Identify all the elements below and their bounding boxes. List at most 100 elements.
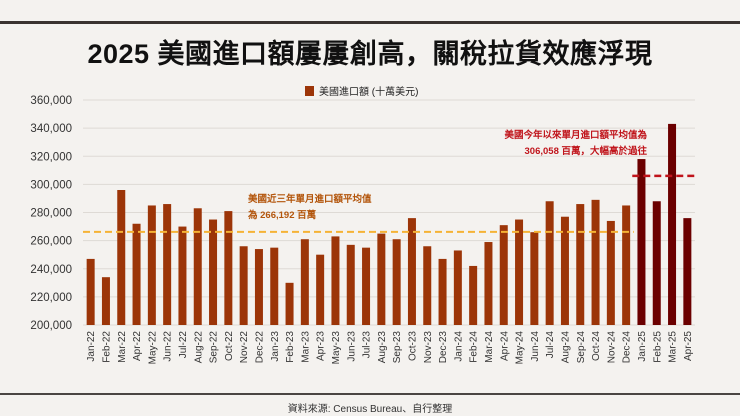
x-tick-label: Jun-24 <box>530 331 541 362</box>
bar-Dec-23 <box>438 258 447 325</box>
bar-Jan-24 <box>453 250 462 325</box>
x-tick-label: Nov-23 <box>423 331 434 364</box>
bar-Dec-24 <box>622 205 631 325</box>
x-tick-label: Oct-23 <box>407 331 418 361</box>
bar-Jun-23 <box>346 244 355 325</box>
x-tick-label: Feb-22 <box>101 331 112 363</box>
x-tick-label: Jul-23 <box>362 331 373 359</box>
x-tick-label: Apr-23 <box>316 331 327 361</box>
bar-Apr-24 <box>499 225 508 325</box>
x-tick-label: Feb-24 <box>469 331 480 363</box>
bar-Nov-23 <box>423 246 432 325</box>
x-tick-label: Jun-22 <box>163 331 174 362</box>
top-rule <box>0 21 740 24</box>
x-tick-label: Jun-23 <box>346 331 357 362</box>
bar-Feb-23 <box>285 282 294 325</box>
x-tick-label: Jul-22 <box>178 331 189 359</box>
bar-Aug-23 <box>377 233 386 325</box>
x-tick-label: Feb-25 <box>652 331 663 363</box>
legend-label: 美國進口額 (十萬美元) <box>319 85 418 98</box>
bar-Jul-24 <box>545 201 554 325</box>
x-tick-label: Sep-22 <box>209 331 220 364</box>
x-tick-label: Apr-25 <box>683 331 694 361</box>
bar-Oct-24 <box>591 199 600 325</box>
bar-Aug-22 <box>193 208 202 325</box>
x-tick-label: Apr-24 <box>499 331 510 361</box>
x-tick-label: Mar-22 <box>117 331 128 363</box>
x-tick-label: May-24 <box>515 331 526 365</box>
bar-Jun-22 <box>163 204 172 325</box>
x-tick-label: Nov-22 <box>239 331 250 364</box>
x-tick-label: Mar-25 <box>668 331 679 363</box>
x-tick-label: Jan-22 <box>86 331 97 362</box>
x-tick-label: Aug-22 <box>193 331 204 364</box>
x-tick-label: Dec-24 <box>622 331 633 364</box>
bar-Feb-25 <box>652 201 661 325</box>
bar-Dec-22 <box>254 249 263 325</box>
x-tick-label: Oct-22 <box>224 331 235 361</box>
x-tick-label: Mar-24 <box>484 331 495 363</box>
source-footer: 資料來源: Census Bureau、自行整理 <box>287 404 453 415</box>
y-tick-label: 220,000 <box>30 292 72 304</box>
bar-Nov-24 <box>606 220 615 325</box>
x-tick-label: May-23 <box>331 331 342 365</box>
x-tick-label: Feb-23 <box>285 331 296 363</box>
x-tick-label: Nov-24 <box>606 331 617 364</box>
x-tick-label: Jul-24 <box>545 331 556 359</box>
bar-Jul-23 <box>362 247 371 325</box>
bar-Sep-24 <box>576 204 585 325</box>
bar-Apr-22 <box>132 223 141 325</box>
bar-Jun-24 <box>530 232 539 325</box>
chart-title: 2025 美國進口額屢屢創高，關稅拉貨效應浮現 <box>87 39 653 69</box>
x-tick-label: Oct-24 <box>591 331 602 361</box>
bar-Aug-24 <box>560 216 569 325</box>
bar-Jan-22 <box>86 258 95 325</box>
x-tick-label: Aug-23 <box>377 331 388 364</box>
bar-Mar-24 <box>484 242 493 325</box>
bar-Nov-22 <box>239 246 248 325</box>
x-tick-label: Jan-24 <box>453 331 464 362</box>
reference-label: 美國今年以來單月進口額平均值為 <box>503 129 647 141</box>
bar-Mar-22 <box>117 190 126 325</box>
bar-May-23 <box>331 236 340 325</box>
y-tick-label: 300,000 <box>30 179 72 191</box>
x-tick-label: May-22 <box>147 331 158 365</box>
bar-Mar-25 <box>668 123 677 325</box>
bar-Feb-22 <box>101 277 110 325</box>
x-tick-label: Sep-23 <box>392 331 403 364</box>
reference-label: 美國近三年單月進口額平均值 <box>247 193 372 205</box>
x-tick-label: Dec-22 <box>254 331 265 364</box>
bottom-rule <box>0 393 740 395</box>
bar-Feb-24 <box>469 265 478 325</box>
y-tick-label: 240,000 <box>30 264 72 276</box>
y-tick-label: 260,000 <box>30 236 72 248</box>
x-tick-label: Dec-23 <box>438 331 449 364</box>
x-tick-label: Jan-25 <box>637 331 648 362</box>
x-tick-label: Aug-24 <box>560 331 571 364</box>
bar-Mar-23 <box>300 239 309 325</box>
reference-label: 為 266,192 百萬 <box>247 209 317 221</box>
bar-May-24 <box>515 219 524 325</box>
x-tick-label: Apr-22 <box>132 331 143 361</box>
y-tick-label: 360,000 <box>30 95 72 107</box>
bar-Oct-22 <box>224 211 233 325</box>
x-tick-label: Jan-23 <box>270 331 281 362</box>
bar-Sep-22 <box>209 219 218 325</box>
bar-May-22 <box>147 205 156 325</box>
legend-swatch <box>305 86 314 96</box>
x-tick-label: Mar-23 <box>300 331 311 363</box>
bar-Jul-22 <box>178 226 187 325</box>
y-tick-label: 200,000 <box>30 320 72 332</box>
reference-label: 306,058 百萬，大幅高於過往 <box>525 145 648 157</box>
bar-Apr-25 <box>683 218 692 325</box>
x-tick-label: Sep-24 <box>576 331 587 364</box>
y-tick-label: 280,000 <box>30 208 72 220</box>
y-tick-label: 340,000 <box>30 123 72 135</box>
bar-Jan-23 <box>270 247 279 325</box>
bar-Sep-23 <box>392 239 401 325</box>
bar-Apr-23 <box>316 254 325 325</box>
y-tick-label: 320,000 <box>30 151 72 163</box>
bar-Oct-23 <box>407 218 416 325</box>
bar-Jan-25 <box>637 159 646 325</box>
